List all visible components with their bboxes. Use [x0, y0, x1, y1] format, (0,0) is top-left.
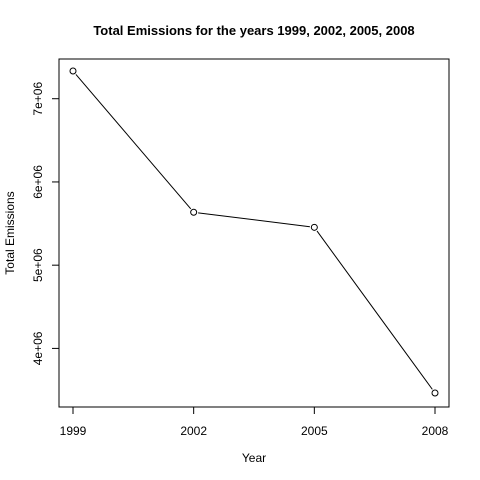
x-axis: 1999 2002 2005 2008 — [60, 406, 449, 438]
data-point — [69, 67, 77, 75]
series-line — [75, 74, 433, 390]
data-point — [310, 223, 318, 231]
data-point — [431, 389, 439, 397]
y-tick-label: 7e+06 — [31, 82, 45, 116]
x-tick-label: 2002 — [180, 424, 207, 438]
y-axis: 4e+06 5e+06 6e+06 7e+06 — [31, 82, 60, 365]
data-point — [190, 208, 198, 216]
y-tick-label: 5e+06 — [31, 248, 45, 282]
chart-title: Total Emissions for the years 1999, 2002… — [93, 23, 414, 38]
y-axis-label: Total Emissions — [3, 191, 17, 274]
x-tick-label: 2005 — [301, 424, 328, 438]
y-tick-label: 6e+06 — [31, 165, 45, 199]
data-points — [69, 67, 439, 397]
y-tick-label: 4e+06 — [31, 331, 45, 365]
x-axis-label: Year — [242, 451, 266, 465]
x-tick-label: 2008 — [422, 424, 449, 438]
plot-frame — [58, 58, 450, 408]
x-tick-label: 1999 — [60, 424, 87, 438]
